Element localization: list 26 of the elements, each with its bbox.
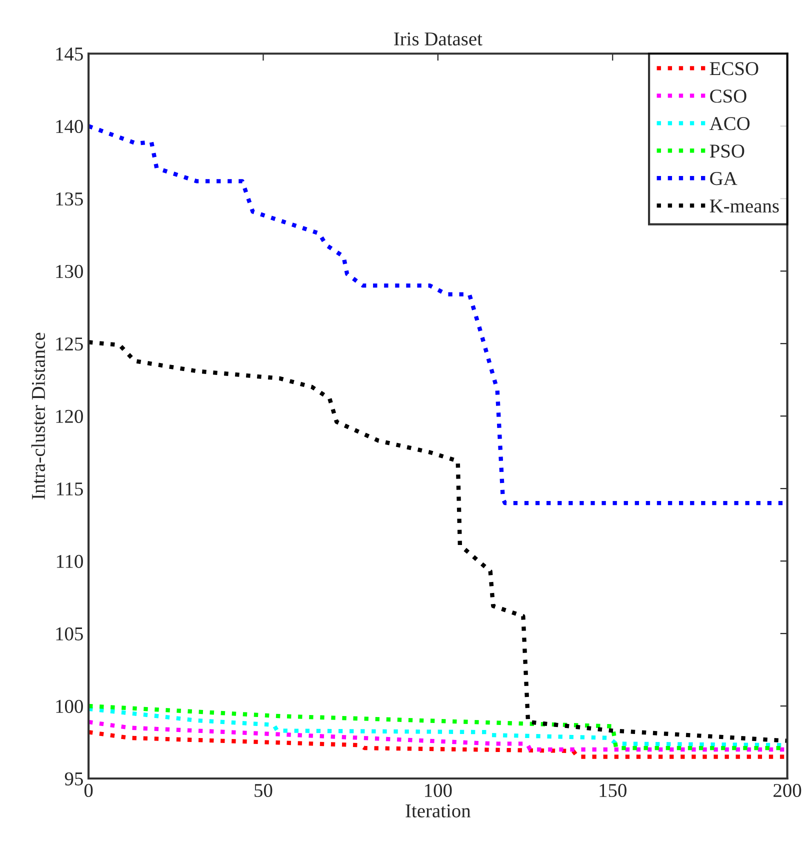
y-axis-title: Intra-cluster Distance: [31, 332, 46, 500]
y-tick-label: 95: [64, 772, 83, 786]
x-tick-label: 100: [425, 784, 452, 798]
x-tick-label: 0: [84, 784, 93, 798]
legend-label: K-means: [710, 200, 779, 213]
y-tick-label: 130: [56, 264, 83, 278]
chart-title: Iris Dataset: [394, 32, 482, 46]
x-tick-label: 200: [774, 784, 802, 798]
x-tick-label: 150: [600, 784, 626, 798]
y-tick-label: 110: [56, 554, 83, 568]
y-tick-label: 115: [56, 482, 83, 496]
y-tick-label: 120: [56, 410, 83, 424]
legend-label: GA: [710, 172, 738, 186]
y-tick-label: 125: [56, 337, 83, 351]
legend-label: PSO: [710, 144, 744, 158]
y-tick-label: 105: [56, 627, 83, 640]
legend-label: CSO: [710, 90, 746, 103]
legend-label: ACO: [710, 117, 750, 130]
y-tick-label: 100: [56, 700, 83, 713]
y-tick-label: 140: [56, 120, 83, 134]
y-tick-label: 145: [56, 48, 83, 61]
y-tick-label: 135: [56, 192, 83, 206]
x-tick-label: 50: [254, 784, 272, 798]
legend-label: ECSO: [710, 62, 758, 76]
line-series: [88, 340, 788, 743]
x-axis-title: Iteration: [406, 804, 471, 818]
